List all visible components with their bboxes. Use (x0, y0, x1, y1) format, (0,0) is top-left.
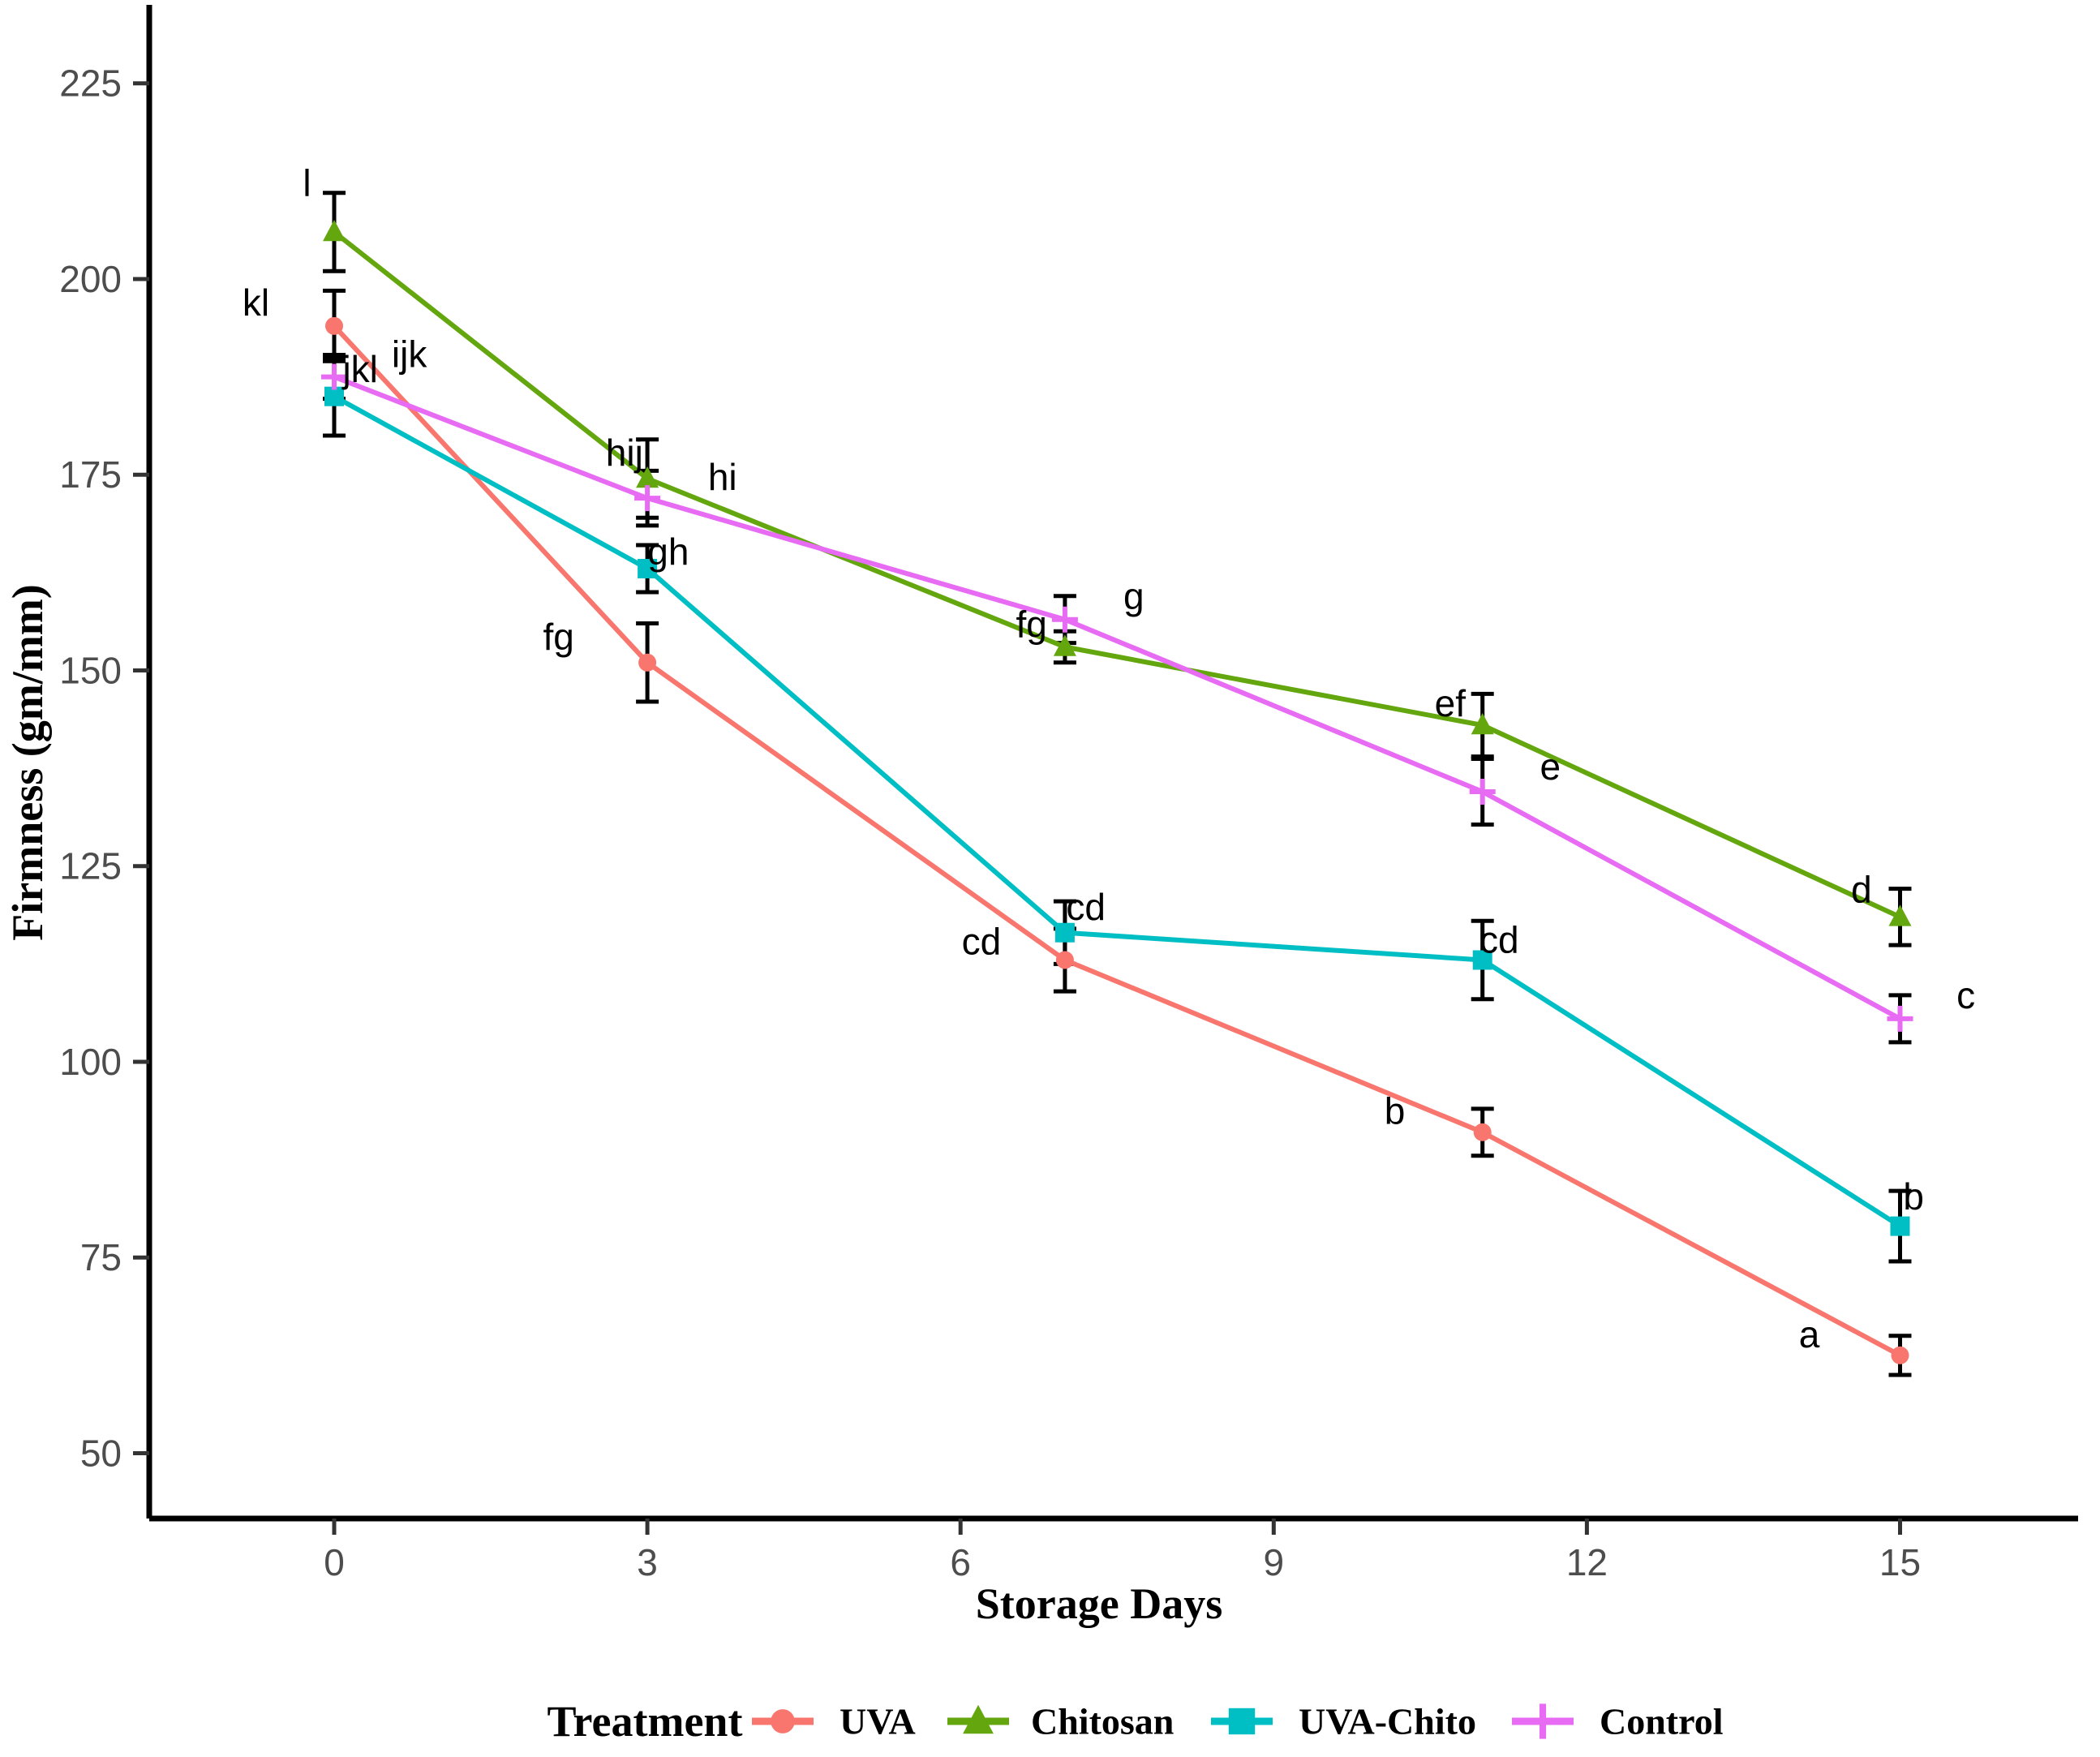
point-Chitosan-day11-triangle-marker (1471, 713, 1494, 735)
significance-letter-UVA-Chito-day7: cd (1066, 886, 1106, 928)
series-line-Chitosan (332, 230, 1903, 920)
legend-key-UVA-Chito-square-marker (1228, 1708, 1256, 1735)
legend-item-UVA: UVA (752, 1701, 916, 1742)
significance-letter-UVA-day11: b (1385, 1090, 1406, 1132)
point-UVA-Chito-day7-square-marker (1054, 922, 1075, 943)
legend-item-UVA-Chito: UVA-Chito (1211, 1701, 1476, 1742)
line-layer (332, 230, 1903, 1358)
significance-letter-Control-day3: hi (708, 456, 737, 498)
significance-letter-Chitosan-day11: ef (1435, 682, 1467, 724)
x-tick-label: 12 (1566, 1541, 1608, 1583)
legend-item-Control: Control (1512, 1701, 1724, 1742)
point-UVA-day0-circle-marker (325, 316, 343, 335)
significance-letter-UVA-Chito-day0: ijk (392, 333, 427, 376)
significance-letter-Control-day0: jkl (341, 348, 377, 390)
significance-letter-UVA-Chito-day15: b (1903, 1175, 1924, 1218)
point-UVA-day3-circle-marker (638, 653, 657, 672)
significance-letter-UVA-Chito-day11: cd (1479, 918, 1519, 960)
significance-letter-Chitosan-day7: fg (1016, 604, 1047, 646)
significance-letter-Chitosan-day15: d (1851, 869, 1872, 911)
y-tick-label: 175 (59, 453, 122, 496)
point-UVA-day7-circle-marker (1055, 951, 1074, 969)
significance-letter-UVA-day7: cd (962, 920, 1002, 962)
significance-letter-Chitosan-day0: l (303, 161, 311, 204)
x-tick-label: 9 (1264, 1541, 1285, 1583)
significance-letter-Control-day7: g (1123, 575, 1144, 617)
y-tick-label: 50 (80, 1432, 122, 1474)
axes-layer: 50 75 100 125 150 175 200 225 0 3 6 9 12 15 (59, 5, 2078, 1583)
legend-label-Chitosan: Chitosan (1031, 1701, 1174, 1742)
point-UVA-Chito-day11-square-marker (1472, 950, 1492, 970)
point-Chitosan-day0-triangle-marker (323, 220, 346, 242)
legend-label-UVA: UVA (840, 1701, 916, 1742)
significance-letter-UVA-Chito-day3: gh (647, 531, 689, 573)
y-tick-label: 125 (59, 845, 122, 887)
y-tick-label: 75 (80, 1236, 122, 1278)
x-tick-label: 6 (950, 1541, 971, 1583)
point-UVA-Chito-day0-square-marker (324, 386, 344, 406)
significance-letter-UVA-day15: a (1799, 1313, 1820, 1355)
legend-title: Treatment (548, 1697, 743, 1746)
significance-letter-Chitosan-day3: hij (606, 432, 643, 474)
y-tick-label: 100 (59, 1041, 122, 1083)
x-tick-label: 15 (1879, 1541, 1921, 1583)
x-axis-title: Storage Days (976, 1579, 1222, 1628)
legend-item-Chitosan: Chitosan (947, 1701, 1174, 1742)
legend-key-UVA-circle-marker (771, 1709, 795, 1733)
y-axis-title: Firmness (gm/mm) (3, 584, 52, 940)
point-UVA-Chito-day15-square-marker (1890, 1216, 1910, 1236)
point-Chitosan-day7-triangle-marker (1053, 634, 1076, 656)
legend: Treatment UVA Chitosan UVA-Chito Control (548, 1697, 1724, 1746)
x-tick-label: 3 (637, 1541, 658, 1583)
y-tick-label: 200 (59, 258, 122, 300)
point-UVA-day11-circle-marker (1473, 1123, 1492, 1141)
errorbar-layer (323, 191, 1912, 1377)
point-UVA-Chito-day3-square-marker (638, 559, 658, 578)
marker-layer (321, 220, 1913, 1364)
point-Chitosan-day3-triangle-marker (636, 466, 659, 488)
legend-key-Chitosan-triangle-marker (963, 1704, 994, 1734)
y-tick-label: 150 (59, 649, 122, 691)
point-UVA-day15-circle-marker (1891, 1346, 1909, 1364)
significance-letter-UVA-day3: fg (543, 616, 574, 658)
y-tick-label: 225 (59, 62, 122, 105)
point-Chitosan-day15-triangle-marker (1888, 904, 1912, 926)
x-tick-label: 0 (324, 1541, 345, 1583)
legend-label-UVA-Chito: UVA-Chito (1299, 1701, 1476, 1742)
significance-letter-Control-day11: e (1540, 745, 1561, 788)
significance-letter-UVA-day0: kl (243, 281, 269, 324)
series-line-Control (332, 374, 1903, 1021)
letter-layer: kl fg cd b a l hij fg ef d ijk gh cd cd b jkl hi g e c (243, 161, 1975, 1355)
legend-label-Control: Control (1600, 1701, 1724, 1742)
series-line-UVA (332, 323, 1903, 1358)
significance-letter-Control-day15: c (1956, 974, 1975, 1016)
